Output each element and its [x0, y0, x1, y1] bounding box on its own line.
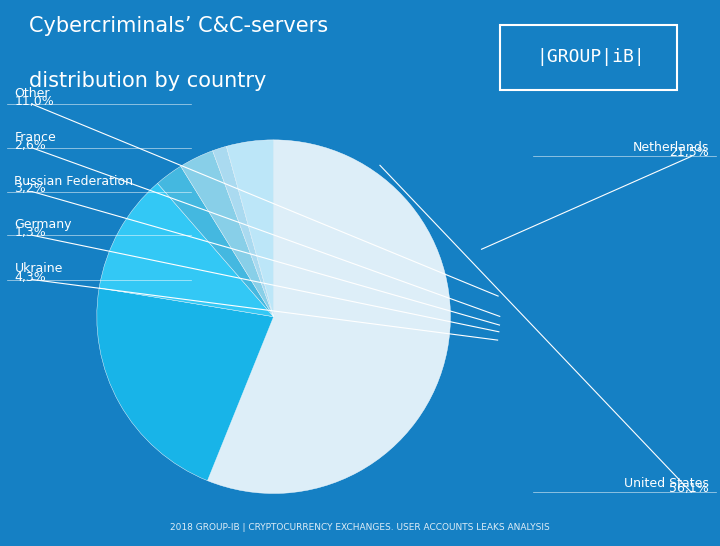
Text: distribution by country: distribution by country: [29, 71, 266, 91]
Wedge shape: [226, 140, 274, 317]
Wedge shape: [212, 146, 274, 317]
Text: 21,5%: 21,5%: [670, 146, 709, 159]
Wedge shape: [96, 288, 274, 480]
Text: Other: Other: [14, 87, 50, 100]
Wedge shape: [207, 140, 451, 494]
Text: Cybercriminals’ C&C-servers: Cybercriminals’ C&C-servers: [29, 16, 328, 37]
Wedge shape: [158, 166, 274, 317]
Text: Ukraine: Ukraine: [14, 262, 63, 275]
Text: United States: United States: [624, 477, 709, 490]
Wedge shape: [181, 151, 274, 317]
Text: 3,2%: 3,2%: [14, 182, 46, 195]
Text: Germany: Germany: [14, 218, 72, 232]
Text: |GROUP|iB|: |GROUP|iB|: [536, 49, 645, 66]
Text: 1,3%: 1,3%: [14, 226, 46, 239]
Text: 2,6%: 2,6%: [14, 139, 46, 152]
Text: Netherlands: Netherlands: [633, 141, 709, 154]
FancyBboxPatch shape: [500, 25, 677, 90]
Text: 2018 GROUP-IB | CRYPTOCURRENCY EXCHANGES. USER ACCOUNTS LEAKS ANALYSIS: 2018 GROUP-IB | CRYPTOCURRENCY EXCHANGES…: [170, 524, 550, 532]
Wedge shape: [99, 183, 274, 317]
Text: 11,0%: 11,0%: [14, 95, 54, 108]
Text: 4,3%: 4,3%: [14, 271, 46, 284]
Text: 56,1%: 56,1%: [670, 482, 709, 495]
Text: France: France: [14, 131, 56, 144]
Text: Russian Federation: Russian Federation: [14, 175, 133, 188]
